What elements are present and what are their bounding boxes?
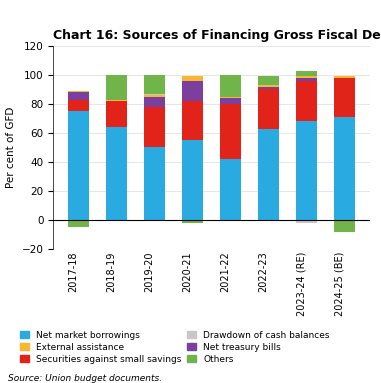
Bar	[144, 95, 165, 97]
Legend: Net market borrowings, External assistance, Securities against small savings, Dr: Net market borrowings, External assistan…	[20, 331, 330, 364]
Bar	[68, 220, 89, 227]
Bar	[296, 81, 317, 121]
Bar	[106, 75, 127, 100]
Bar	[144, 94, 165, 95]
Bar	[296, 78, 317, 81]
Bar	[258, 87, 279, 90]
Bar	[220, 75, 241, 97]
Bar	[296, 77, 317, 78]
Bar	[258, 77, 279, 85]
Bar	[182, 81, 203, 101]
Bar	[182, 140, 203, 220]
Bar	[334, 77, 355, 78]
Bar	[296, 121, 317, 220]
Bar	[220, 104, 241, 159]
Bar	[220, 98, 241, 104]
Bar	[258, 90, 279, 129]
Bar	[106, 101, 127, 127]
Bar	[296, 70, 317, 77]
Y-axis label: Per cent of GFD: Per cent of GFD	[6, 107, 16, 188]
Bar	[334, 117, 355, 220]
Bar	[182, 101, 203, 140]
Bar	[334, 220, 355, 232]
Text: Chart 16: Sources of Financing Gross Fiscal Deficit: Chart 16: Sources of Financing Gross Fis…	[53, 29, 381, 42]
Bar	[68, 111, 89, 220]
Bar	[68, 100, 89, 111]
Bar	[258, 129, 279, 220]
Bar	[220, 97, 241, 98]
Bar	[334, 78, 355, 117]
Bar	[258, 85, 279, 87]
Bar	[182, 220, 203, 223]
Bar	[68, 91, 89, 92]
Bar	[106, 100, 127, 101]
Bar	[144, 75, 165, 94]
Bar	[220, 159, 241, 220]
Bar	[144, 107, 165, 147]
Text: Source: Union budget documents.: Source: Union budget documents.	[8, 374, 162, 383]
Bar	[182, 77, 203, 81]
Bar	[106, 127, 127, 220]
Bar	[296, 220, 317, 223]
Bar	[144, 97, 165, 107]
Bar	[68, 92, 89, 100]
Bar	[144, 147, 165, 220]
